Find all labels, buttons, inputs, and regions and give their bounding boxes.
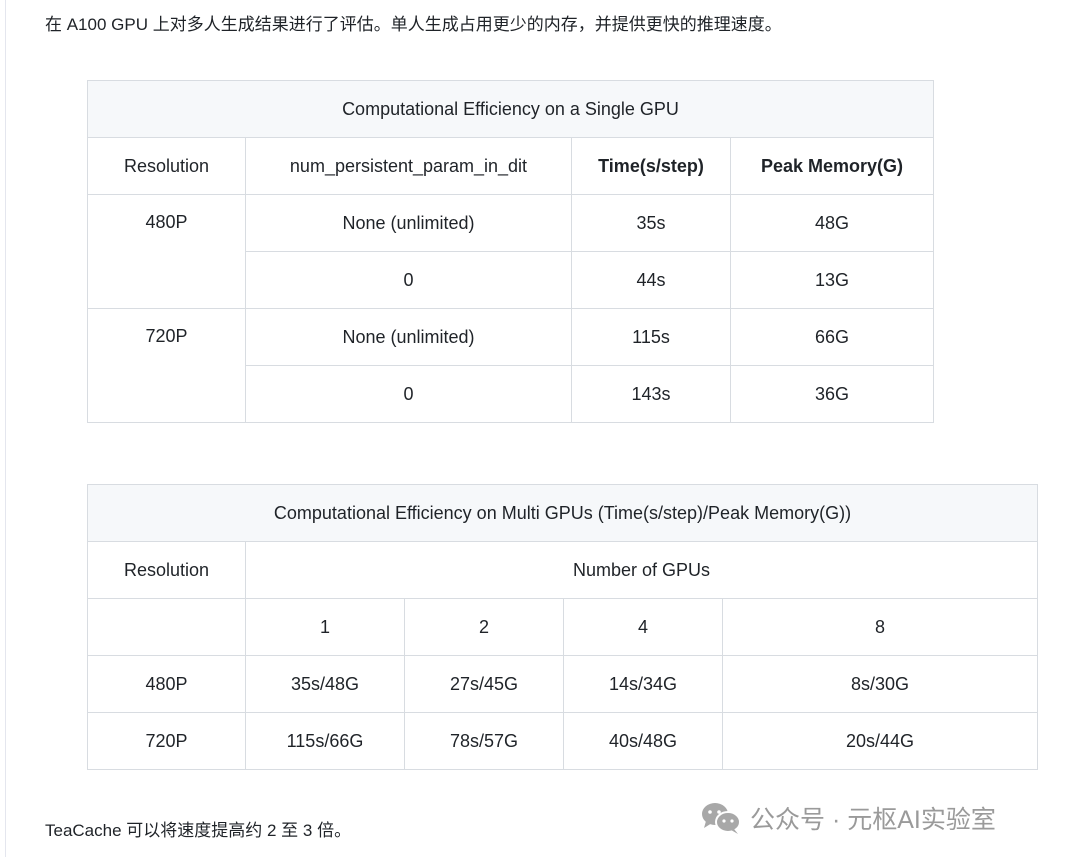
resolution-cell: 720P	[87, 712, 246, 770]
value-cell: 8s/30G	[722, 655, 1038, 713]
value-cell: 35s/48G	[245, 655, 405, 713]
value-cell: 14s/34G	[563, 655, 723, 713]
single-gpu-table: Computational Efficiency on a Single GPU…	[87, 80, 934, 423]
watermark: 公众号 · 元枢AI实验室	[700, 800, 996, 836]
value-cell: 27s/45G	[404, 655, 564, 713]
memory-cell: 36G	[730, 365, 934, 423]
param-cell: 0	[245, 365, 572, 423]
gpu-count-cell: 4	[563, 598, 723, 656]
intro-text: 在 A100 GPU 上对多人生成结果进行了评估。单人生成占用更少的内存，并提供…	[45, 15, 782, 34]
header-cell: Number of GPUs	[245, 541, 1038, 599]
table-row: 480P 35s/48G 27s/45G 14s/34G 8s/30G	[87, 655, 1038, 713]
table-title: Computational Efficiency on a Single GPU	[87, 80, 934, 138]
header-cell: Resolution	[87, 137, 246, 195]
value-cell: 40s/48G	[563, 712, 723, 770]
table-title: Computational Efficiency on Multi GPUs (…	[87, 484, 1038, 542]
resolution-cell: 480P	[87, 655, 246, 713]
multi-gpu-table: Computational Efficiency on Multi GPUs (…	[87, 484, 1038, 770]
value-cell: 115s/66G	[245, 712, 405, 770]
header-cell: num_persistent_param_in_dit	[245, 137, 572, 195]
resolution-cell: 480P	[87, 194, 246, 309]
gpu-count-cell: 2	[404, 598, 564, 656]
time-cell: 35s	[571, 194, 731, 252]
header-cell: Peak Memory(G)	[730, 137, 934, 195]
gpu-count-cell: 8	[722, 598, 1038, 656]
header-cell: Time(s/step)	[571, 137, 731, 195]
outro-text: TeaCache 可以将速度提高约 2 至 3 倍。	[45, 821, 352, 840]
memory-cell: 13G	[730, 251, 934, 309]
table-row: 720P None (unlimited) 115s 66G	[87, 308, 934, 423]
left-border	[5, 0, 6, 857]
gpu-count-cell: 1	[245, 598, 405, 656]
memory-cell: 48G	[730, 194, 934, 252]
table-row: 0 44s 13G	[88, 251, 934, 309]
table-row: 480P None (unlimited) 35s 48G	[87, 194, 934, 309]
resolution-cell: 720P	[87, 308, 246, 423]
param-cell: None (unlimited)	[245, 194, 572, 252]
memory-cell: 66G	[730, 308, 934, 366]
value-cell: 78s/57G	[404, 712, 564, 770]
value-cell: 20s/44G	[722, 712, 1038, 770]
time-cell: 115s	[571, 308, 731, 366]
header-cell: Resolution	[87, 541, 246, 599]
wechat-icon	[700, 801, 742, 835]
time-cell: 44s	[571, 251, 731, 309]
param-cell: 0	[245, 251, 572, 309]
table-row: 720P 115s/66G 78s/57G 40s/48G 20s/44G	[87, 712, 1038, 770]
watermark-text: 公众号 · 元枢AI实验室	[750, 806, 996, 834]
table-row: 0 143s 36G	[88, 365, 934, 423]
param-cell: None (unlimited)	[245, 308, 572, 366]
empty-cell	[87, 598, 246, 656]
time-cell: 143s	[571, 365, 731, 423]
